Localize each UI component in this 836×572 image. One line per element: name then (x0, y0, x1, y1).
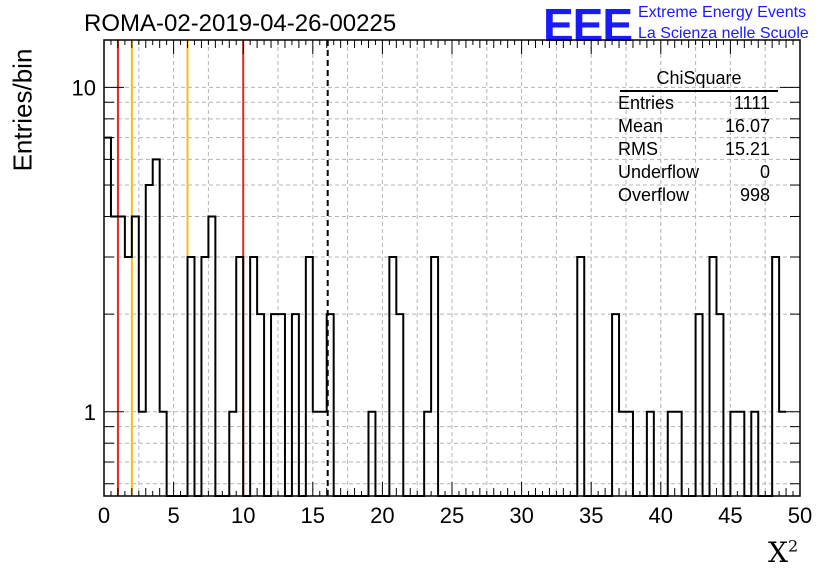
histogram-bin (612, 314, 619, 496)
stats-row-mean: Mean 16.07 (612, 115, 778, 138)
x-tick-label: 20 (370, 503, 394, 528)
logo-subtitle-2: La Scienza nelle Scuole (638, 25, 809, 42)
logo-subtitle-1: Extreme Energy Events (638, 4, 807, 21)
histogram-bin (716, 314, 723, 496)
y-tick-label: 10 (72, 75, 96, 100)
stats-label: RMS (618, 139, 658, 159)
x-tick-label: 40 (649, 503, 673, 528)
stats-row-underflow: Underflow 0 (612, 161, 778, 184)
stats-row-entries: Entries 1111 (612, 92, 778, 115)
histogram-bin (710, 257, 717, 496)
histogram-bin (104, 138, 111, 496)
histogram-bin (125, 257, 132, 496)
histogram-bin (208, 216, 215, 496)
stats-label: Underflow (618, 162, 700, 182)
stats-label: Mean (618, 116, 664, 136)
stats-label: Entries (618, 93, 675, 113)
histogram-bin (431, 257, 438, 496)
histogram-bin (250, 257, 257, 496)
chart-title: ROMA-02-2019-04-26-00225 (84, 10, 397, 37)
histogram-bin (132, 216, 139, 496)
histogram-bin (306, 257, 313, 496)
stats-row-overflow: Overflow 998 (612, 184, 778, 207)
histogram-bin (118, 216, 125, 496)
stats-value: 998 (739, 185, 770, 205)
x-tick-label: 15 (301, 503, 325, 528)
histogram-bin (772, 257, 779, 496)
x-tick-label: 10 (231, 503, 255, 528)
histogram-bin (577, 257, 584, 496)
histogram-bin (153, 159, 160, 496)
histogram-bin (389, 257, 396, 496)
histogram-bin (111, 216, 118, 496)
histogram-bin (236, 257, 243, 496)
x-tick-label: 0 (98, 503, 110, 528)
histogram-bin (201, 257, 208, 496)
stats-value: 1111 (733, 93, 770, 113)
histogram-bin (396, 314, 403, 496)
stats-value: 0 (759, 162, 770, 182)
x-tick-label: 5 (167, 503, 179, 528)
x-axis-label: X2 (768, 536, 799, 569)
stats-row-rms: RMS 15.21 (612, 138, 778, 161)
histogram-bin (257, 314, 264, 496)
histogram-bin (278, 314, 285, 496)
x-tick-label: 25 (440, 503, 464, 528)
x-tick-label: 30 (509, 503, 533, 528)
y-tick-label: 1 (84, 400, 96, 425)
x-tick-label: 45 (718, 503, 742, 528)
x-tick-label: 35 (579, 503, 603, 528)
histogram-bin (292, 314, 299, 496)
stats-label: Overflow (618, 185, 690, 205)
histogram-bin (188, 257, 195, 496)
histogram-bin (696, 314, 703, 496)
histogram-bin (271, 314, 278, 496)
x-tick-label: 50 (788, 503, 812, 528)
histogram-bin (146, 185, 153, 496)
stats-box: ChiSquare Entries 1111 Mean 16.07 RMS 15… (612, 66, 778, 207)
stats-value: 16.07 (724, 116, 770, 136)
stats-title: ChiSquare (620, 66, 778, 92)
stats-value: 15.21 (724, 139, 770, 159)
